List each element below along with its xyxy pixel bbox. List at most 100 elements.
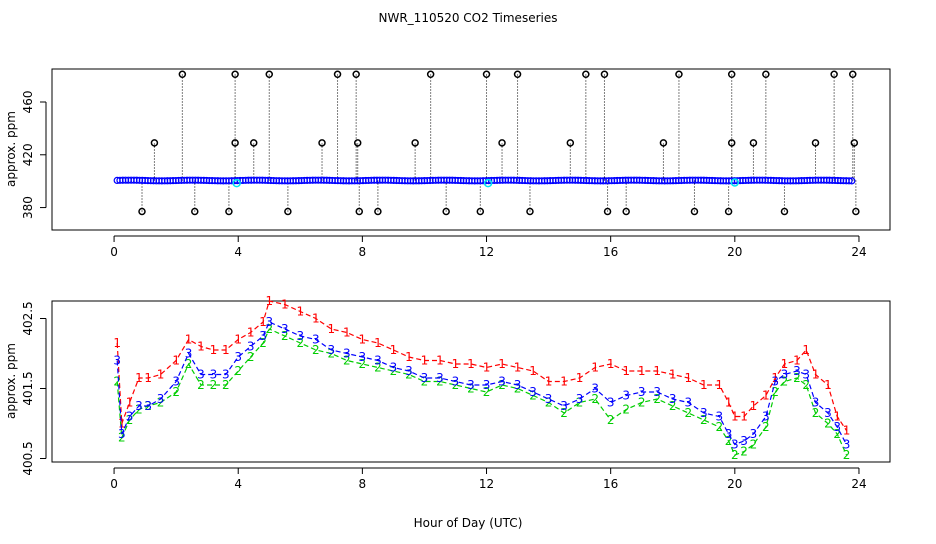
series-1-point-label: 1 — [483, 361, 491, 375]
series-1-point-label: 1 — [126, 396, 134, 410]
series-2-point-label: 2 — [725, 434, 733, 448]
series-1-point-label: 1 — [222, 343, 230, 357]
spike-high-point — [513, 70, 522, 79]
series-2-point-label: 2 — [118, 431, 126, 445]
series-1-point-label: 1 — [259, 315, 267, 329]
bottom-x-tick-label: 16 — [603, 477, 618, 491]
spike-low-point — [780, 207, 789, 216]
series-3-point-label: 3 — [222, 368, 230, 382]
series-3-point-label: 3 — [118, 427, 126, 441]
series-2-point-label: 2 — [560, 406, 568, 420]
bottom-y-tick-label: 402.5 — [21, 301, 35, 335]
spike-high-point — [352, 70, 360, 79]
series-1-point-label: 1 — [833, 410, 841, 424]
series-3-point-label: 3 — [638, 385, 646, 399]
series-3-point-label: 3 — [436, 371, 444, 385]
series-2-point-label: 2 — [750, 438, 758, 452]
spike-high-point — [498, 139, 506, 147]
series-1-point-label: 1 — [265, 294, 273, 308]
series-1-point-label: 1 — [359, 333, 367, 347]
spike-low-point — [355, 207, 364, 216]
series-3-point-label: 3 — [576, 392, 584, 406]
bottom-x-tick-label: 12 — [479, 477, 494, 491]
series-1-point-label: 1 — [328, 322, 336, 336]
series-2-point-label: 2 — [514, 382, 522, 396]
series-2-point-label: 2 — [197, 378, 205, 392]
chart-title: NWR_110520 CO2 Timeseries — [379, 11, 558, 25]
series-3-point-label: 3 — [259, 329, 267, 343]
series-3-point-label: 3 — [514, 378, 522, 392]
series-3-point-label: 3 — [843, 438, 851, 452]
series-2-point-label: 2 — [824, 417, 832, 431]
series-2-point-label: 2 — [247, 350, 255, 364]
top-x-tick-label: 4 — [234, 245, 242, 259]
series-2-point-label: 2 — [265, 322, 273, 336]
series-3-point-label: 3 — [762, 410, 770, 424]
series-1-point-label: 1 — [374, 336, 382, 350]
series-2-point-label: 2 — [802, 378, 810, 392]
spike-high-point — [582, 70, 590, 79]
spike-high-point — [411, 139, 419, 147]
series-3-point-label: 3 — [421, 371, 429, 385]
series-1-point-label: 1 — [113, 336, 121, 350]
series-1-point-label: 1 — [715, 378, 723, 392]
series-3-point-label: 3 — [483, 378, 491, 392]
series-2-point-label: 2 — [812, 406, 820, 420]
series-2-point-label: 2 — [607, 413, 615, 427]
series-1-point-label: 1 — [793, 354, 801, 368]
series-3-point-label: 3 — [210, 368, 218, 382]
spike-low-point — [690, 207, 699, 216]
spike-high-point — [600, 70, 609, 79]
series-2-point-label: 2 — [222, 378, 230, 392]
series-1-point-label: 1 — [452, 357, 460, 371]
spike-low-point — [603, 207, 612, 216]
series-3-point-label: 3 — [833, 420, 841, 434]
series-1-point-label: 1 — [157, 368, 165, 382]
series-1-point-label: 1 — [197, 340, 205, 354]
series-3-point-label: 3 — [374, 354, 382, 368]
series-3-point-label: 3 — [545, 392, 553, 406]
top-y-axis-label: approx. ppm — [4, 111, 18, 187]
bottom-y-axis: 400.5 401.5 402.5 — [21, 301, 47, 476]
series-2-point-label: 2 — [793, 371, 801, 385]
series-2-point-label: 2 — [498, 378, 506, 392]
series-2-point-label: 2 — [771, 385, 779, 399]
series-1-point-label: 1 — [740, 410, 748, 424]
series-1-point-label: 1 — [607, 357, 615, 371]
cyan-point — [232, 178, 241, 188]
bottom-y-axis-label: approx. ppm — [4, 343, 18, 419]
series-2-point-label: 2 — [259, 336, 267, 350]
series-3-point-label: 3 — [172, 375, 180, 389]
bottom-x-axis: 0 4 8 12 16 20 24 — [110, 467, 867, 491]
series-2-line — [116, 328, 848, 456]
series-3-point-label: 3 — [113, 354, 121, 368]
series-2-point-label: 2 — [684, 406, 692, 420]
series-2-point-label: 2 — [653, 392, 661, 406]
series-1-point-label: 1 — [296, 305, 304, 319]
series-3-point-label: 3 — [390, 361, 398, 375]
spike-high-point — [566, 139, 575, 147]
series-3-point-label: 3 — [328, 343, 336, 357]
bottom-plot-frame — [51, 300, 891, 463]
spike-high-point — [265, 70, 274, 79]
series-2-point-label: 2 — [328, 347, 336, 361]
top-y-tick-label: 460 — [21, 91, 35, 114]
series-1-point-label: 1 — [638, 364, 646, 378]
top-x-tick-label: 20 — [727, 245, 742, 259]
series-2-point-label: 2 — [843, 448, 851, 462]
spike-low-point — [476, 207, 485, 216]
series-1-point-label: 1 — [591, 361, 599, 375]
series-2-point-label: 2 — [529, 389, 537, 403]
spike-low-point — [852, 207, 860, 216]
series-2-point-label: 2 — [622, 403, 630, 417]
series-1-point-label: 1 — [669, 368, 677, 382]
series-1-point-label: 1 — [653, 364, 661, 378]
series-1-point-label: 1 — [684, 371, 692, 385]
series-1-point-label: 1 — [172, 354, 180, 368]
series-1-point-label: 1 — [234, 333, 242, 347]
series-2-point-label: 2 — [210, 378, 218, 392]
series-2-point-label: 2 — [126, 413, 134, 427]
series-1-line — [116, 300, 847, 431]
series-1-point-label: 1 — [771, 371, 779, 385]
series-3-point-label: 3 — [247, 340, 255, 354]
